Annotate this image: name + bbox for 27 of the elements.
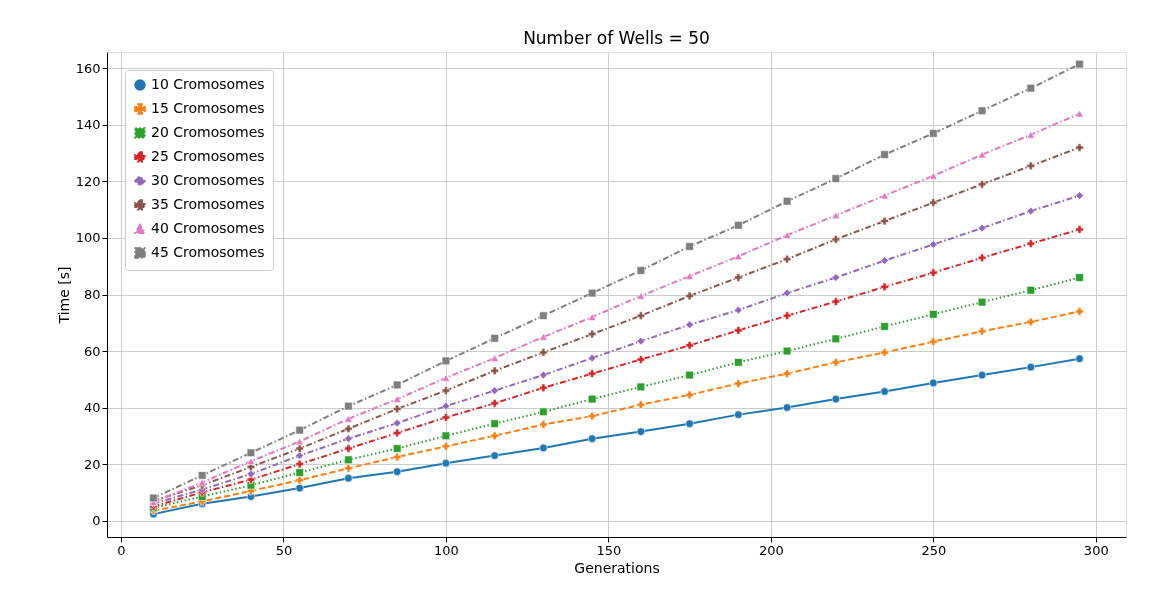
legend-label: 15 Cromosomes [151, 100, 265, 116]
legend-label: 40 Cromosomes [151, 220, 265, 236]
legend-label: 20 Cromosomes [151, 124, 265, 140]
legend-label: 30 Cromosomes [151, 172, 265, 188]
y-tick-label: 60 [83, 343, 101, 359]
x-tick-label: 100 [433, 542, 459, 558]
y-tick-label: 0 [92, 513, 101, 529]
legend-label: 45 Cromosomes [151, 244, 265, 260]
x-tick-label: 0 [117, 542, 126, 558]
x-tick-label: 50 [275, 542, 293, 558]
legend-label: 35 Cromosomes [151, 196, 265, 212]
y-tick-label: 80 [83, 287, 101, 302]
y-tick-label: 140 [75, 117, 101, 133]
y-axis-title: Time [s] [55, 266, 72, 325]
legend-label: 10 Cromosomes [151, 76, 265, 92]
x-tick-label: 250 [921, 542, 947, 558]
x-tick-label: 300 [1083, 542, 1109, 558]
chart-title: Number of Wells = 50 [523, 28, 710, 48]
legend-label: 25 Cromosomes [151, 148, 265, 164]
y-tick-label: 20 [83, 456, 101, 472]
y-tick-label: 100 [75, 230, 101, 246]
x-tick-label: 150 [596, 542, 622, 558]
y-tick-label: 40 [83, 400, 101, 416]
y-tick-label: 120 [75, 173, 101, 189]
y-tick-label: 160 [75, 60, 101, 76]
x-tick-label: 200 [758, 542, 784, 558]
x-axis-title: Generations [574, 559, 660, 576]
